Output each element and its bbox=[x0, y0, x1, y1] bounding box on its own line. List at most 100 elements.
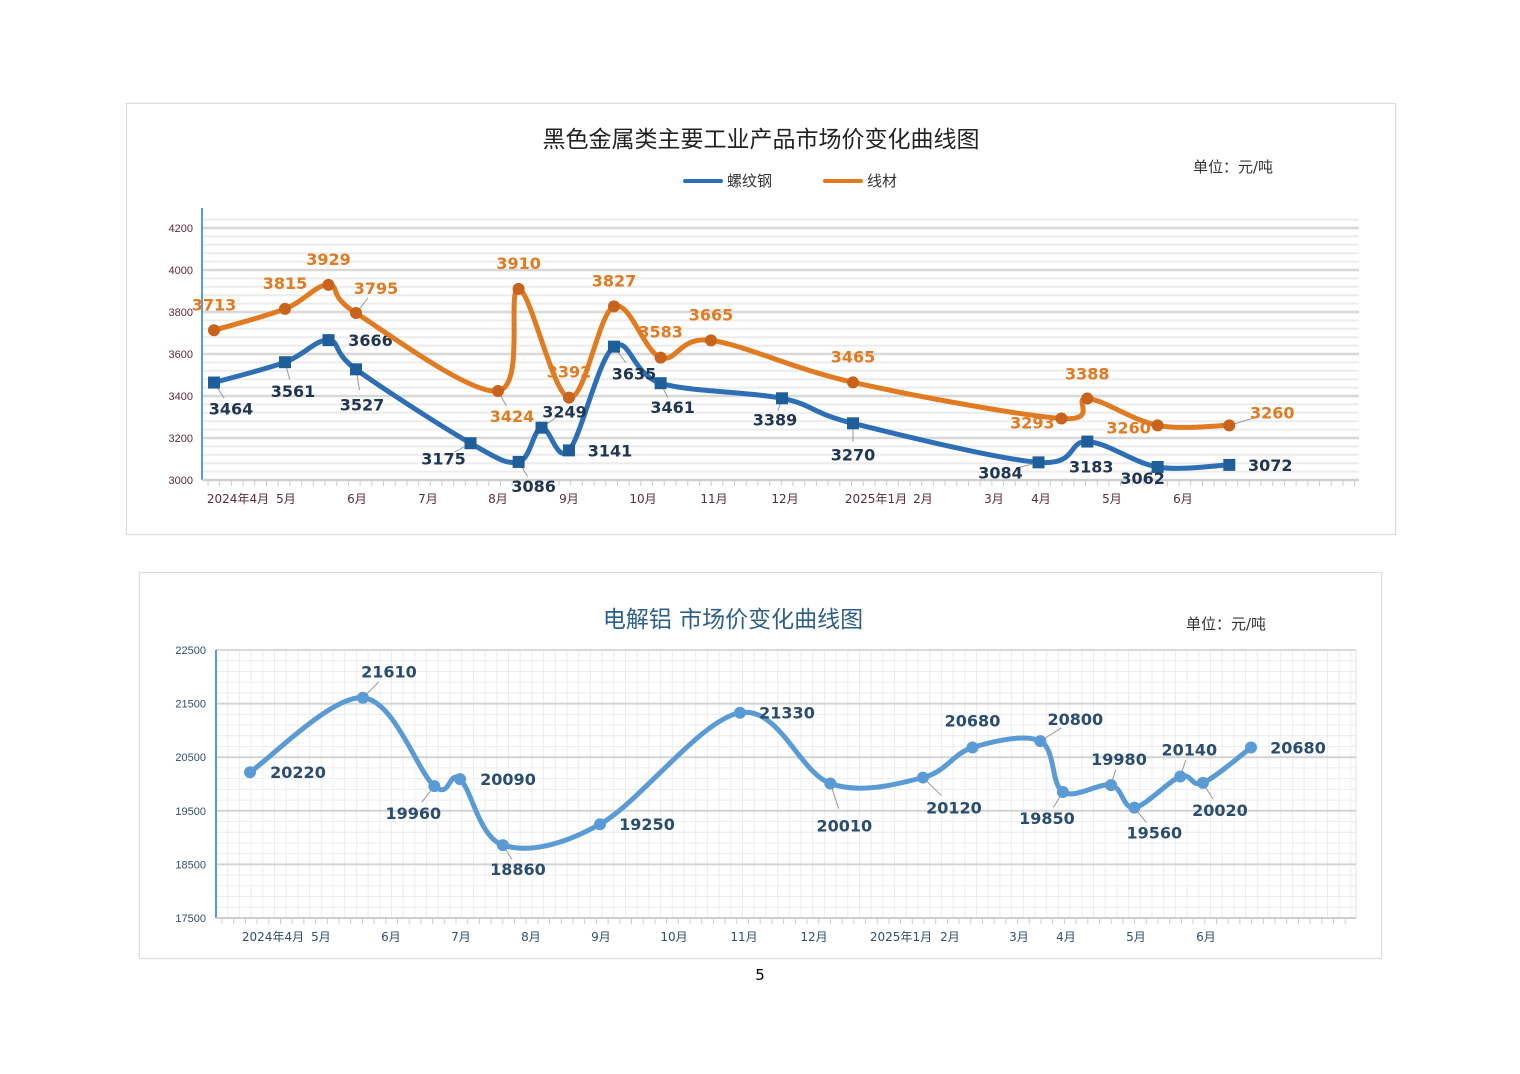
x-tick-label: 3月 bbox=[1009, 930, 1029, 944]
data-point bbox=[1034, 735, 1047, 748]
x-tick-label: 5月 bbox=[1102, 492, 1122, 506]
data-point bbox=[350, 363, 362, 376]
data-label: 3062 bbox=[1120, 469, 1165, 488]
data-point bbox=[847, 417, 859, 430]
x-tick-label: 9月 bbox=[591, 930, 611, 944]
x-tick-label: 11月 bbox=[700, 492, 727, 506]
data-label: 19960 bbox=[385, 804, 441, 823]
x-tick-label: 12月 bbox=[800, 930, 827, 944]
data-point bbox=[322, 278, 335, 291]
page-number: 5 bbox=[755, 966, 765, 984]
x-tick-label: 11月 bbox=[730, 930, 757, 944]
x-tick-label: 6月 bbox=[1173, 492, 1193, 506]
data-point bbox=[916, 771, 929, 784]
data-label: 3389 bbox=[753, 410, 798, 429]
data-point bbox=[1032, 456, 1045, 469]
data-label: 3141 bbox=[588, 441, 633, 460]
legend-wire: 线材 bbox=[823, 170, 897, 191]
data-label: 3260 bbox=[1250, 403, 1295, 422]
data-point bbox=[464, 437, 477, 450]
data-point bbox=[1151, 460, 1164, 473]
data-label: 3424 bbox=[490, 407, 535, 426]
data-label: 19850 bbox=[1019, 809, 1075, 828]
data-point bbox=[496, 839, 509, 852]
x-tick-label: 2月 bbox=[940, 930, 960, 944]
data-point bbox=[208, 324, 220, 337]
data-point bbox=[776, 392, 788, 405]
x-tick-label: 4月 bbox=[1031, 492, 1051, 506]
y-tick-label: 19500 bbox=[175, 806, 206, 818]
data-label: 20800 bbox=[1047, 710, 1103, 729]
data-label: 3910 bbox=[496, 254, 541, 273]
data-point bbox=[607, 300, 620, 313]
x-tick-label: 2025年1月 bbox=[845, 492, 907, 506]
data-point bbox=[244, 766, 256, 779]
data-label: 3713 bbox=[192, 295, 237, 314]
chart-title: 电解铝 市场价变化曲线图 bbox=[602, 607, 864, 633]
data-label: 20090 bbox=[480, 770, 536, 789]
x-tick-label: 6月 bbox=[1196, 930, 1216, 944]
y-tick-label: 21500 bbox=[175, 699, 206, 711]
x-tick-label: 12月 bbox=[771, 492, 798, 506]
data-point bbox=[512, 455, 525, 468]
x-tick-label: 7月 bbox=[418, 492, 438, 506]
y-tick-label: 3800 bbox=[169, 307, 193, 319]
data-point bbox=[279, 356, 291, 369]
data-label: 20680 bbox=[1270, 739, 1326, 758]
data-label: 20120 bbox=[926, 799, 982, 818]
data-point bbox=[824, 777, 837, 790]
x-tick-label: 2025年1月 bbox=[870, 930, 932, 944]
data-label: 3175 bbox=[421, 449, 466, 468]
data-label: 3270 bbox=[831, 445, 876, 464]
data-point bbox=[705, 334, 717, 347]
x-tick-label: 5月 bbox=[276, 492, 296, 506]
data-label: 3388 bbox=[1065, 365, 1110, 384]
legend-label: 线材 bbox=[867, 172, 898, 190]
y-tick-label: 18500 bbox=[175, 859, 206, 871]
data-label: 20140 bbox=[1161, 740, 1217, 759]
data-point bbox=[350, 307, 362, 320]
data-point bbox=[1245, 741, 1257, 754]
plot-area: 17500 18500 19500 20500 21500 22500 2024年4月 5月 6… bbox=[175, 645, 1357, 944]
data-point bbox=[1055, 412, 1068, 425]
data-label: 3465 bbox=[831, 347, 876, 366]
x-tick-label: 10月 bbox=[660, 930, 687, 944]
data-point bbox=[208, 376, 220, 389]
data-point bbox=[734, 706, 746, 719]
data-label: 3795 bbox=[354, 279, 399, 298]
data-label: 3583 bbox=[638, 323, 683, 342]
data-label: 3084 bbox=[978, 463, 1023, 482]
data-label: 3464 bbox=[209, 400, 254, 419]
legend-swatch bbox=[823, 178, 863, 183]
chart-plot: 17500 18500 19500 20500 21500 22500 2024年4月 5月 6… bbox=[175, 645, 1357, 944]
legend-rebar: 螺纹钢 bbox=[683, 170, 772, 191]
data-point bbox=[1081, 392, 1094, 405]
data-label: 3461 bbox=[650, 398, 695, 417]
data-point bbox=[607, 340, 620, 353]
data-point bbox=[356, 691, 369, 704]
x-tick-label: 8月 bbox=[521, 930, 541, 944]
data-point bbox=[1105, 779, 1117, 792]
data-label: 3929 bbox=[306, 250, 351, 269]
x-tick-label: 2024年4月 bbox=[242, 930, 304, 944]
data-label: 21330 bbox=[759, 704, 815, 723]
aluminum-chart: 电解铝 市场价变化曲线图 单位：元/吨 17500 18500 19500 20500… bbox=[139, 572, 1382, 959]
data-point bbox=[563, 391, 575, 404]
data-point bbox=[1223, 419, 1236, 432]
legend-label: 螺纹钢 bbox=[727, 172, 773, 190]
data-label: 19250 bbox=[619, 815, 675, 834]
data-point bbox=[563, 444, 575, 457]
x-tick-label: 2024年4月 bbox=[207, 492, 269, 506]
data-label: 3086 bbox=[511, 477, 556, 496]
ferrous-metals-chart: 黑色金属类主要工业产品市场价变化曲线图 单位：元/吨 螺纹钢 线材 3000 32… bbox=[126, 103, 1396, 535]
data-label: 3665 bbox=[689, 305, 734, 324]
x-tick-label: 7月 bbox=[451, 930, 471, 944]
data-label: 3293 bbox=[1010, 413, 1055, 432]
data-point bbox=[1056, 786, 1069, 799]
data-point bbox=[454, 773, 466, 786]
data-point bbox=[1151, 419, 1164, 432]
data-label: 3183 bbox=[1069, 458, 1114, 477]
data-label: 18860 bbox=[490, 860, 546, 879]
x-tick-label: 6月 bbox=[347, 492, 367, 506]
data-point bbox=[966, 741, 979, 754]
